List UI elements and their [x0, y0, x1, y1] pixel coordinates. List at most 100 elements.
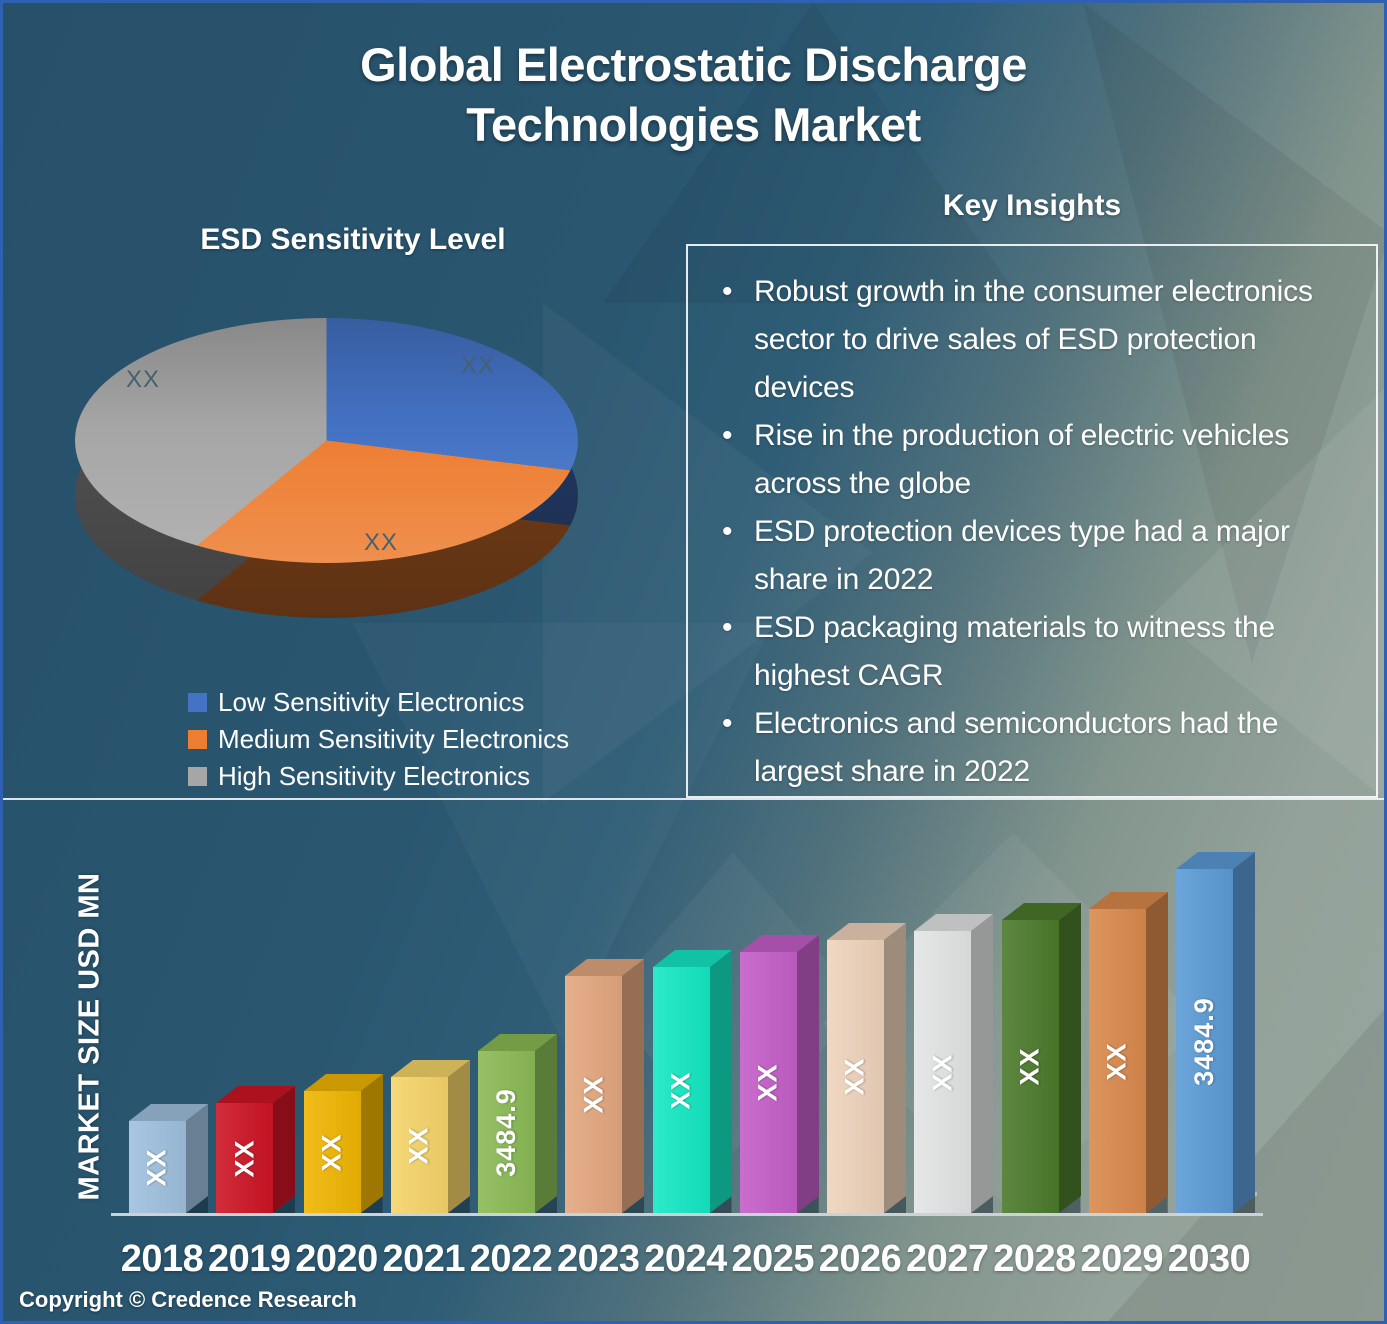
bar-value-label-2025: XX [752, 1063, 783, 1102]
bar-front-face [1088, 909, 1146, 1213]
legend-item-high: High Sensitivity Electronics [188, 761, 569, 792]
bar-value-label-2018: XX [142, 1147, 172, 1187]
year-label-2020: 2020 [295, 1238, 378, 1280]
year-label-2022: 2022 [469, 1238, 553, 1280]
bar-value-label-2023: XX [578, 1075, 609, 1114]
bar-value-label-2027: XX [927, 1052, 958, 1092]
bar-front-face [478, 1051, 535, 1213]
year-label-2030: 2030 [1167, 1238, 1251, 1280]
bar-value-label-wrap: XX [1089, 909, 1146, 1213]
bar-side-face [971, 913, 994, 1213]
year-label-2018: 2018 [120, 1238, 204, 1280]
bar-2022: 3484.9 [478, 1033, 558, 1213]
bar-2023: XX [565, 958, 645, 1213]
bar-value-label-2020: XX [316, 1132, 347, 1172]
pie-chart-title: ESD Sensitivity Level [200, 223, 506, 256]
bar-2019: XX [216, 1085, 296, 1213]
bar-front-face [1176, 869, 1233, 1213]
bar-value-label-2026: XX [840, 1057, 870, 1096]
bar-front-face [827, 940, 884, 1213]
bar-front-face [914, 931, 972, 1213]
bar-front-face [216, 1103, 274, 1213]
page-title-line1: Global Electrostatic Discharge [360, 38, 1027, 91]
copyright-text: Copyright © Credence Research [19, 1287, 357, 1312]
bar-value-label-wrap: XX [827, 940, 884, 1213]
insight-bullet: ESD protection devices type had a major … [718, 508, 1350, 604]
legend-swatch-low [188, 693, 207, 712]
bar-front-face [129, 1121, 186, 1213]
year-label-2021: 2021 [382, 1238, 466, 1280]
bar-side-face [709, 949, 732, 1213]
page-title: Global Electrostatic Discharge Technolog… [3, 35, 1384, 155]
bar-front-face [1001, 920, 1059, 1213]
bar-side-face [1145, 891, 1168, 1213]
bar-value-label-wrap: XX [1002, 920, 1059, 1213]
insight-bullet: Electronics and semiconductors had the l… [718, 700, 1350, 796]
insight-bullet: Rise in the production of electric vehic… [718, 412, 1350, 508]
bar-value-label-wrap: XX [914, 931, 971, 1213]
bar-front-face [652, 967, 710, 1213]
bar-value-label-wrap: 3484.9 [1176, 869, 1233, 1213]
bar-2021: XX [390, 1059, 471, 1213]
bar-chart-plot: XX XX XX XX 3484.9 XX XX XX XX XX XX XX 3484.9 [111, 798, 1301, 1216]
bar-chart-section: MARKET SIZE USD MN XX XX XX XX 3484.9 XX XX XX X… [3, 798, 1384, 1321]
pie-legend: Low Sensitivity Electronics Medium Sensi… [188, 687, 569, 798]
bar-side-face [1058, 902, 1081, 1213]
bar-front-face [565, 976, 623, 1213]
bar-front-face [739, 952, 797, 1213]
bar-value-label-wrap: XX [304, 1091, 361, 1213]
bar-value-label-wrap: XX [391, 1077, 448, 1213]
year-label-2025: 2025 [731, 1238, 815, 1280]
year-label-2027: 2027 [905, 1238, 989, 1280]
bar-side-face [360, 1073, 383, 1213]
legend-label-high: High Sensitivity Electronics [218, 761, 531, 791]
legend-item-low: Low Sensitivity Electronics [188, 687, 569, 718]
year-label-2029: 2029 [1080, 1238, 1164, 1280]
bar-value-label-wrap: XX [740, 952, 797, 1213]
bar-2024: XX [652, 949, 733, 1213]
key-insights-list: Robust growth in the consumer electronic… [688, 246, 1376, 796]
bar-front-face [390, 1077, 448, 1213]
bar-2027: XX [914, 913, 994, 1213]
bar-side-face [447, 1059, 470, 1213]
x-axis-labels: 2018 2019 2020 2021 2022 2023 2024 2025 2026 2027… [111, 1238, 1301, 1288]
bar-2030: 3484.9 [1176, 851, 1256, 1213]
bar-side-face [273, 1085, 296, 1213]
year-label-2026: 2026 [818, 1238, 902, 1280]
insight-bullet: Robust growth in the consumer electronic… [718, 268, 1350, 412]
bar-value-label-wrap: XX [653, 967, 710, 1213]
bar-2025: XX [739, 934, 820, 1213]
bar-side-face [884, 922, 906, 1213]
insight-bullet: ESD packaging materials to witness the h… [718, 604, 1350, 700]
bar-front-face [303, 1091, 361, 1213]
bar-value-label-wrap: XX [129, 1121, 186, 1213]
bar-2028: XX [1001, 902, 1082, 1213]
legend-swatch-high [188, 767, 207, 786]
year-label-2019: 2019 [207, 1238, 291, 1280]
x-axis-line [111, 1213, 1263, 1216]
pie-slice-label-medium: XX [363, 529, 399, 556]
bar-value-label-2019: XX [229, 1138, 260, 1178]
bar-value-label-2030: 3484.9 [1189, 996, 1219, 1086]
legend-swatch-medium [188, 730, 207, 749]
bar-2029: XX [1088, 891, 1169, 1213]
year-label-2023: 2023 [556, 1238, 640, 1280]
bar-value-label-2024: XX [665, 1070, 696, 1110]
legend-label-medium: Medium Sensitivity Electronics [218, 724, 570, 754]
bar-side-face [796, 934, 819, 1213]
bar-2026: XX [827, 922, 907, 1213]
bar-value-label-wrap: XX [216, 1103, 273, 1213]
key-insights-box: Robust growth in the consumer electronic… [686, 244, 1378, 798]
bar-value-label-2028: XX [1014, 1047, 1045, 1086]
pie-3d-top [75, 318, 578, 563]
legend-label-low: Low Sensitivity Electronics [218, 687, 525, 717]
section-divider [3, 798, 1384, 800]
year-label-2024: 2024 [644, 1238, 727, 1280]
bar-value-label-wrap: XX [565, 976, 622, 1213]
bar-side-face [622, 958, 645, 1213]
bar-side-face [535, 1033, 557, 1213]
legend-item-medium: Medium Sensitivity Electronics [188, 724, 569, 755]
pie-slice-label-high: XX [125, 366, 161, 393]
pie-chart: XX XX XX [63, 303, 603, 693]
